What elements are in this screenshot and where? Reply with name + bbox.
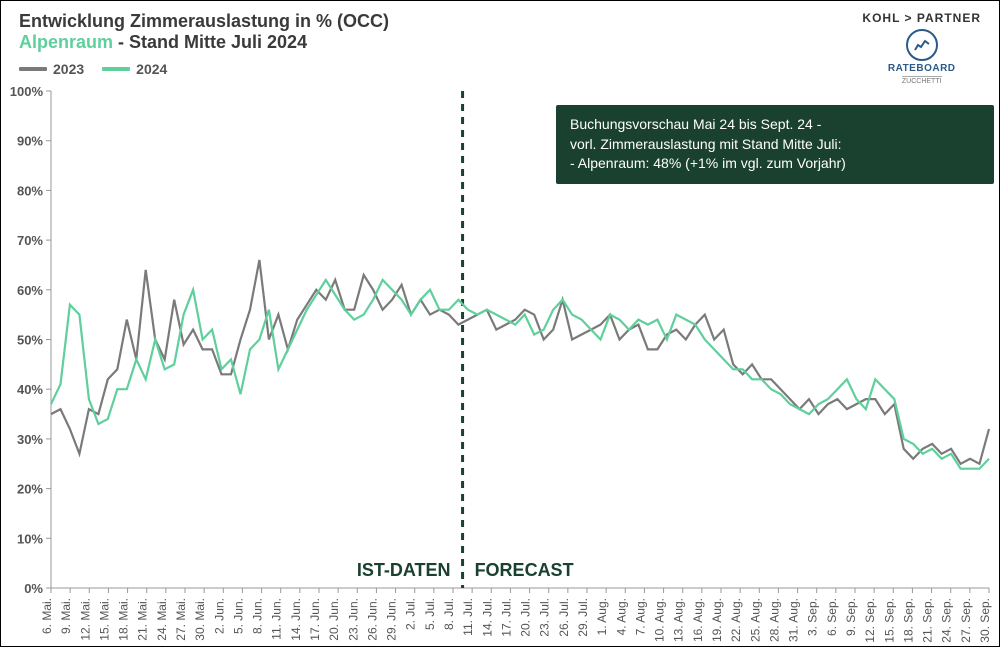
y-tick-label: 80% (17, 183, 43, 198)
x-tick-label: 25. Aug. (748, 598, 762, 642)
x-tick-label: 24. Mai. (155, 598, 169, 641)
x-tick-label: 30. Mai. (193, 598, 207, 641)
y-tick-label: 0% (24, 581, 43, 596)
y-tick-label: 90% (17, 134, 43, 149)
x-tick-label: 5. Jul. (423, 598, 437, 630)
x-tick-label: 13. Aug. (672, 598, 686, 642)
x-tick-label: 18. Mai. (117, 598, 131, 641)
legend-item: 2024 (102, 61, 167, 77)
x-tick-label: 16. Aug. (691, 598, 705, 642)
x-tick-label: 1. Aug. (595, 598, 609, 635)
x-tick-label: 21. Sep. (921, 598, 935, 643)
x-tick-label: 11. Jul. (461, 598, 475, 636)
x-tick-label: 23. Jul. (538, 598, 552, 637)
brand-logo: RATEBOARD ZUCCHETTI (862, 29, 981, 85)
legend-item: 2023 (19, 61, 84, 77)
x-tick-label: 4. Aug. (614, 598, 628, 635)
x-tick-label: 15. Sep. (882, 598, 896, 643)
x-tick-label: 22. Aug. (729, 598, 743, 642)
x-tick-label: 11. Jun. (270, 598, 284, 640)
x-tick-label: 26. Jul. (557, 598, 571, 637)
x-tick-label: 5. Jun. (231, 598, 245, 634)
x-tick-label: 7. Aug. (633, 598, 647, 635)
x-tick-label: 6. Sep. (825, 598, 839, 636)
y-tick-label: 60% (17, 283, 43, 298)
x-tick-label: 29. Jun. (385, 598, 399, 641)
x-tick-label: 9. Mai. (59, 598, 73, 634)
brand-top-text: KOHL > PARTNER (862, 11, 981, 25)
x-tick-label: 20. Jun. (327, 598, 341, 641)
legend: 2023 2024 (19, 61, 167, 77)
y-tick-label: 40% (17, 382, 43, 397)
x-tick-label: 12. Mai. (78, 598, 92, 641)
x-tick-label: 12. Sep. (863, 598, 877, 643)
brand-logo-icon (906, 29, 938, 61)
x-tick-label: 10. Aug. (653, 598, 667, 642)
x-tick-label: 21. Mai. (136, 598, 150, 641)
x-tick-label: 14. Jun. (289, 598, 303, 641)
x-tick-label: 23. Jun. (346, 598, 360, 641)
x-tick-label: 30. Sep. (978, 598, 992, 643)
y-tick-label: 70% (17, 233, 43, 248)
chart-container: Entwicklung Zimmerauslastung in % (OCC) … (0, 0, 1000, 647)
brand-sub-text: ZUCCHETTI (902, 76, 942, 85)
header: Entwicklung Zimmerauslastung in % (OCC) … (19, 11, 981, 53)
brand-mid-text: RATEBOARD (888, 63, 956, 74)
subtitle-region: Alpenraum (19, 32, 113, 52)
x-tick-label: 19. Aug. (710, 598, 724, 642)
region-right-label: FORECAST (475, 560, 574, 580)
y-tick-label: 20% (17, 482, 43, 497)
x-tick-label: 2. Jul. (404, 598, 418, 630)
y-tick-label: 100% (10, 84, 44, 99)
x-tick-label: 20. Jul. (519, 598, 533, 637)
chart-subtitle: Alpenraum - Stand Mitte Juli 2024 (19, 32, 981, 53)
x-tick-label: 8. Jun. (251, 598, 265, 634)
brand-block: KOHL > PARTNER RATEBOARD ZUCCHETTI (862, 11, 981, 85)
x-tick-label: 27. Mai. (174, 598, 188, 641)
legend-label: 2024 (136, 61, 167, 77)
legend-swatch (19, 67, 47, 71)
x-tick-label: 27. Sep. (959, 598, 973, 643)
x-tick-label: 2. Jun. (212, 598, 226, 634)
legend-swatch (102, 67, 130, 71)
x-tick-label: 17. Jun. (308, 598, 322, 641)
x-tick-label: 6. Mai. (40, 598, 54, 634)
x-tick-label: 8. Jul. (442, 598, 456, 630)
x-tick-label: 28. Aug. (767, 598, 781, 642)
x-tick-label: 15. Mai. (97, 598, 111, 641)
subtitle-suffix: - Stand Mitte Juli 2024 (113, 32, 307, 52)
x-tick-label: 18. Sep. (901, 598, 915, 643)
x-tick-label: 17. Jul. (499, 598, 513, 637)
y-tick-label: 30% (17, 432, 43, 447)
x-tick-label: 31. Aug. (787, 598, 801, 642)
x-tick-label: 29. Jul. (576, 598, 590, 637)
chart-title: Entwicklung Zimmerauslastung in % (OCC) (19, 11, 981, 32)
legend-label: 2023 (53, 61, 84, 77)
series-2024 (51, 280, 989, 469)
x-tick-label: 3. Sep. (806, 598, 820, 636)
x-tick-label: 9. Sep. (844, 598, 858, 636)
x-tick-label: 14. Jul. (480, 598, 494, 637)
region-left-label: IST-DATEN (357, 560, 451, 580)
x-tick-label: 24. Sep. (940, 598, 954, 643)
x-tick-label: 26. Jun. (365, 598, 379, 641)
annotation-box: Buchungsvorschau Mai 24 bis Sept. 24 - v… (556, 105, 994, 184)
y-tick-label: 50% (17, 333, 43, 348)
y-tick-label: 10% (17, 531, 43, 546)
